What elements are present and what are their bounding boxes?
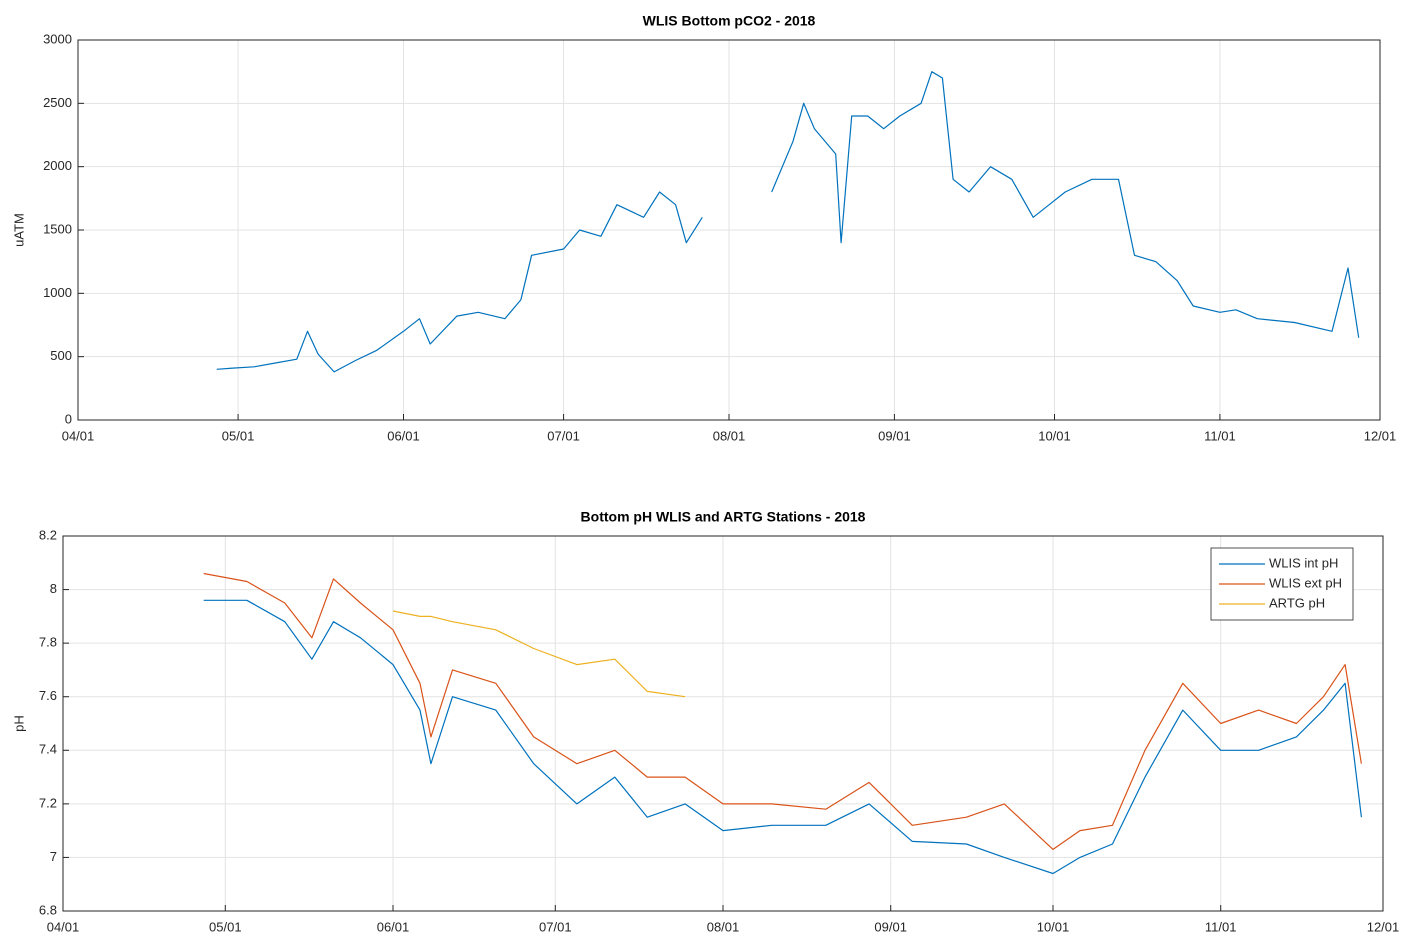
x-tick-label: 10/01 <box>1038 428 1071 443</box>
x-tick-label: 11/01 <box>1205 919 1237 934</box>
axes-frame <box>62 535 1384 912</box>
legend-label: WLIS int pH <box>1269 555 1338 570</box>
x-tick-label: 09/01 <box>874 919 907 934</box>
y-tick-label: 7.2 <box>39 795 57 810</box>
data-line <box>203 572 1362 850</box>
y-tick-label: 1000 <box>43 285 72 300</box>
y-tick-label: 2000 <box>43 158 72 173</box>
legend-label: ARTG pH <box>1269 595 1325 610</box>
y-axis-label: pH <box>11 715 26 732</box>
x-tick-label: 07/01 <box>547 428 580 443</box>
y-tick-label: 500 <box>50 348 72 363</box>
chart-title: WLIS Bottom pCO2 - 2018 <box>643 13 816 29</box>
y-axis-label: uATM <box>11 213 26 247</box>
x-tick-label: 04/01 <box>62 428 95 443</box>
y-tick-label: 7.4 <box>39 742 57 757</box>
legend-box <box>1210 547 1354 621</box>
axes-frame <box>77 39 1381 421</box>
y-tick-label: 6.8 <box>39 902 57 917</box>
data-line <box>392 610 686 698</box>
y-tick-label: 1500 <box>43 221 72 236</box>
x-tick-label: 08/01 <box>707 919 740 934</box>
x-tick-label: 09/01 <box>878 428 911 443</box>
x-tick-label: 06/01 <box>387 428 420 443</box>
x-tick-label: 07/01 <box>539 919 572 934</box>
x-tick-label: 08/01 <box>713 428 746 443</box>
y-tick-label: 3000 <box>43 31 72 46</box>
chart-title: Bottom pH WLIS and ARTG Stations - 2018 <box>581 509 866 525</box>
y-tick-label: 0 <box>65 411 72 426</box>
x-tick-label: 12/01 <box>1367 919 1400 934</box>
legend-label: WLIS ext pH <box>1269 575 1342 590</box>
data-line <box>216 71 1360 373</box>
y-tick-label: 7 <box>50 849 57 864</box>
x-tick-label: 10/01 <box>1037 919 1070 934</box>
x-tick-label: 05/01 <box>209 919 242 934</box>
x-tick-label: 04/01 <box>47 919 80 934</box>
y-tick-label: 8.2 <box>39 527 57 542</box>
x-tick-label: 05/01 <box>222 428 255 443</box>
y-tick-label: 2500 <box>43 95 72 110</box>
x-tick-label: 11/01 <box>1204 428 1236 443</box>
y-tick-label: 7.6 <box>39 688 57 703</box>
x-tick-label: 12/01 <box>1364 428 1397 443</box>
y-tick-label: 7.8 <box>39 635 57 650</box>
y-tick-label: 8 <box>50 581 57 596</box>
data-line <box>203 599 1362 875</box>
x-tick-label: 06/01 <box>377 919 410 934</box>
